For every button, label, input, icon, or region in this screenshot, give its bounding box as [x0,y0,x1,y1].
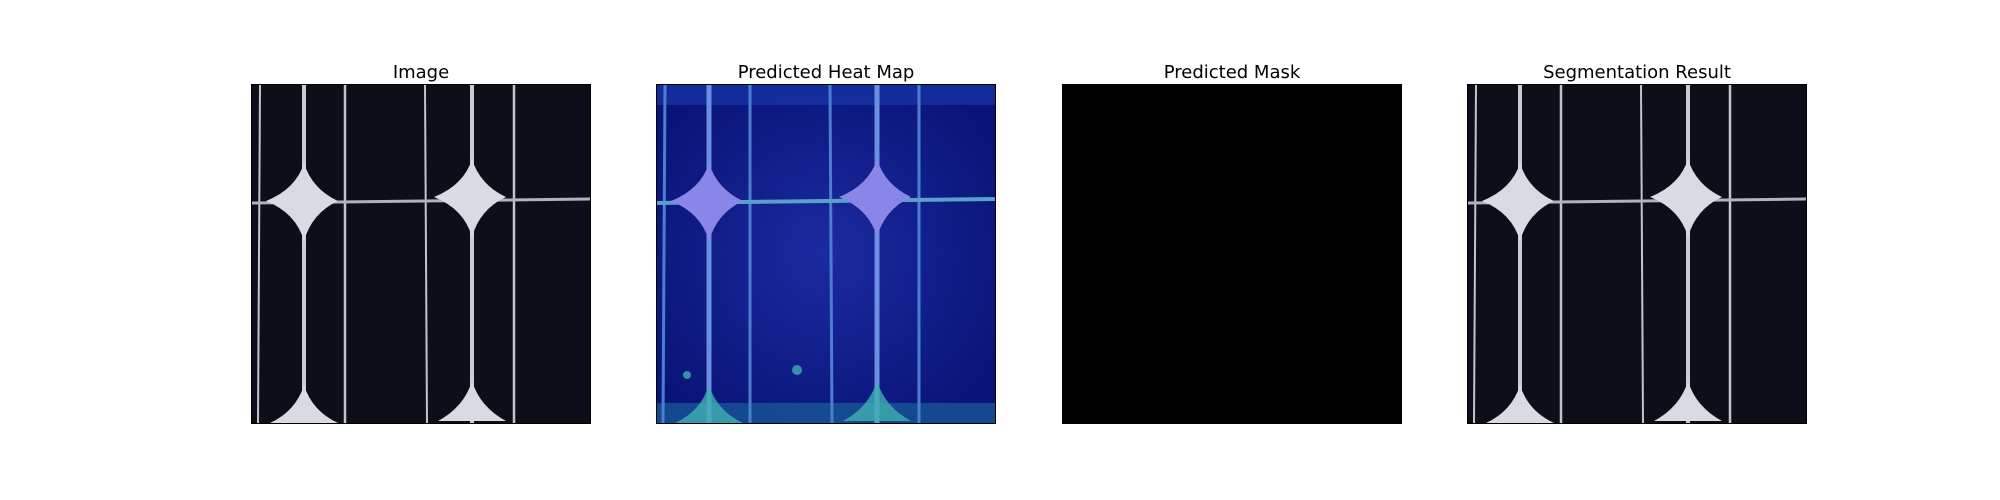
panel-title: Predicted Mask [1163,62,1301,83]
predicted-heat-map [656,84,996,424]
panel-title: Segmentation Result [1543,62,1731,83]
predicted-heat-map-svg [657,85,995,423]
solar-cell-image-svg [252,85,590,423]
panel-mask: Predicted Mask [1062,60,1402,424]
panel-title: Image [392,62,450,83]
panel-title: Predicted Heat Map [737,62,915,83]
segmentation-result-svg [1468,85,1806,423]
segmentation-result [1467,84,1807,424]
panel-image: Image [251,60,591,424]
panel-heatmap: Predicted Heat Map [656,60,996,424]
panel-segmentation: Segmentation Result [1467,60,1807,424]
solar-cell-image [251,84,591,424]
predicted-mask [1062,84,1402,424]
